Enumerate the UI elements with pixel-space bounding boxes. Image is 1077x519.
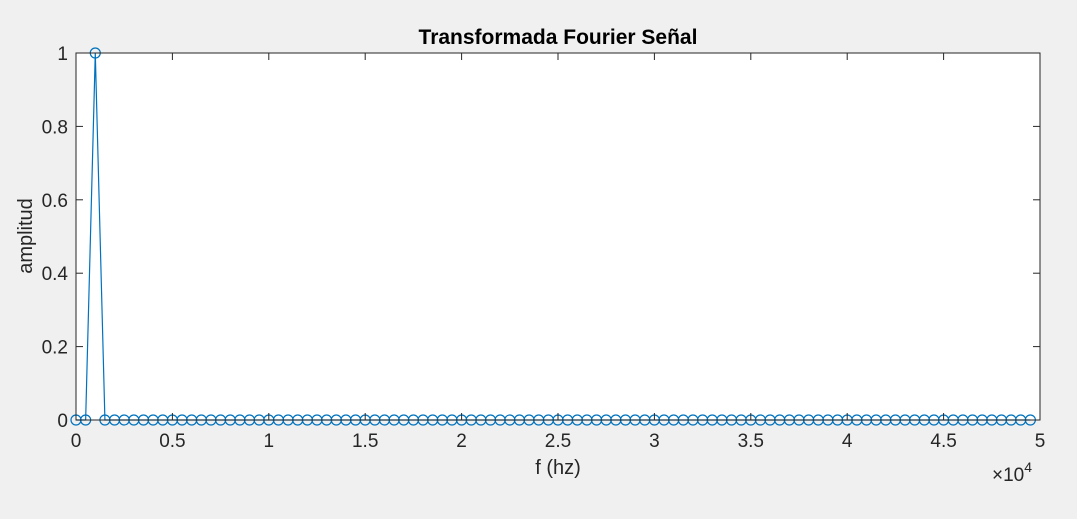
y-axis-label: amplitud [15,198,37,274]
x-tick-label: 0 [71,431,82,452]
y-tick-label: 0.8 [42,117,68,138]
x-axis-label: f (hz) [535,457,581,479]
x-tick-label: 3 [649,431,660,452]
x-tick-label: 1.5 [352,431,378,452]
x-tick-label: 4.5 [930,431,956,452]
axis-ticks: 0 0.5 1 1.5 2 2.5 3 3.5 4 4.5 5 0 0.2 0.4 0.6 0.8 1 [42,44,1046,452]
x-tick-label: 3.5 [738,431,764,452]
x-tick-label: 5 [1035,431,1046,452]
x-tick-label: 1 [264,431,275,452]
chart-title: Transformada Fourier Señal [419,26,698,49]
x-tick-label: 2.5 [545,431,571,452]
x-tick-label: 0.5 [159,431,185,452]
x-exponent-base: ×10 [992,465,1024,486]
plot-area [76,53,1040,420]
x-exponent-label: ×104 [992,459,1032,486]
y-tick-label: 0.6 [42,191,68,212]
x-tick-label: 4 [842,431,853,452]
x-tick-label: 2 [456,431,467,452]
x-exponent-power: 4 [1024,459,1032,475]
y-tick-label: 0 [57,411,68,432]
y-tick-label: 1 [57,44,68,65]
axes-box [75,52,1041,421]
y-tick-label: 0.2 [42,338,68,359]
y-tick-label: 0.4 [42,264,69,285]
